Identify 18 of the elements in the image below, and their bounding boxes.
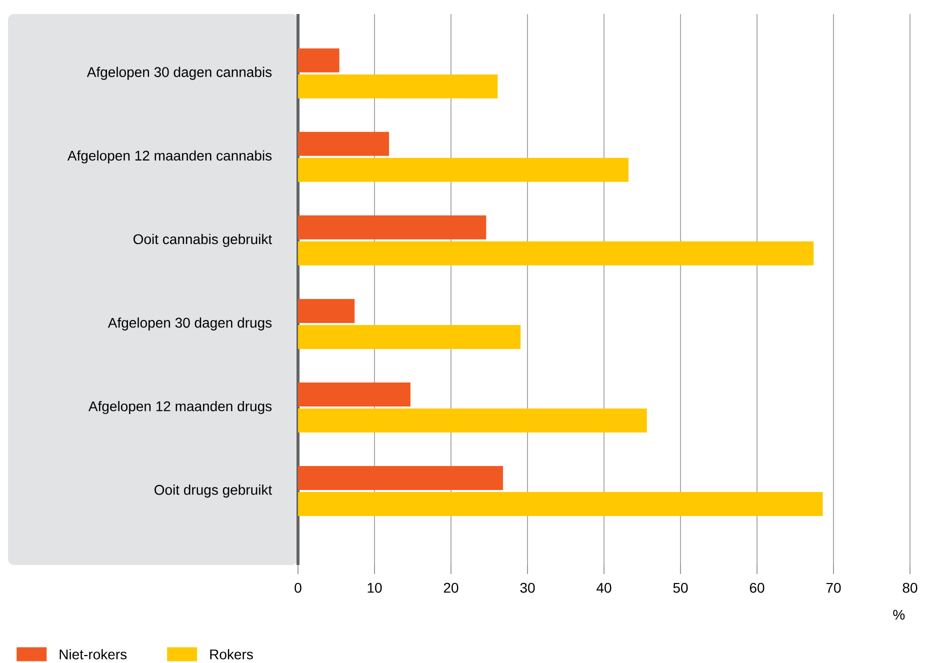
x-tick-label: 50: [673, 582, 688, 593]
y-tick-label: Afgelopen 30 dagen cannabis: [86, 66, 272, 80]
y-tick-label: Afgelopen 12 maanden cannabis: [67, 150, 272, 164]
x-axis-title: %: [893, 610, 905, 620]
x-tick-label: 70: [826, 582, 841, 593]
x-tick-label: 80: [902, 582, 918, 593]
y-tick-label: Afgelopen 30 dagen drugs: [108, 317, 272, 330]
y-tick-label: Ooit drugs gebruikt: [154, 484, 272, 498]
x-tick-label: 10: [368, 582, 382, 593]
legend-label: Niet-rokers: [60, 649, 127, 660]
x-tick-label: 40: [596, 582, 612, 593]
x-tick-label: 60: [750, 582, 764, 593]
y-tick-label: Afgelopen 12 maanden drugs: [88, 400, 272, 414]
x-tick-label: 0: [294, 582, 302, 593]
x-tick-label: 30: [520, 582, 535, 593]
x-tick-label: 20: [444, 582, 458, 593]
y-tick-label: Ooit cannabis gebruikt: [133, 234, 272, 247]
legend-label: Rokers: [210, 649, 253, 660]
